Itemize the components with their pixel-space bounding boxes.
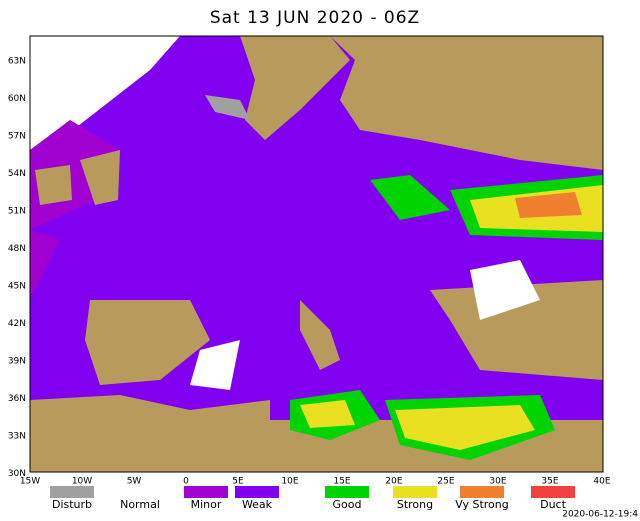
legend-label: Duct bbox=[540, 498, 566, 511]
lon-label: 30E bbox=[489, 477, 506, 487]
legend-label: Minor bbox=[191, 498, 222, 511]
lon-label: 25E bbox=[437, 477, 454, 487]
legend-swatch bbox=[325, 486, 369, 498]
lon-label: 10E bbox=[281, 477, 298, 487]
legend-swatch bbox=[118, 486, 162, 498]
legend-label: Good bbox=[333, 498, 362, 511]
legend-swatch bbox=[184, 486, 228, 498]
legend-swatch bbox=[531, 486, 575, 498]
lon-label: 20E bbox=[385, 477, 402, 487]
legend-label: Vy Strong bbox=[455, 498, 509, 511]
lat-label: 33N bbox=[8, 432, 26, 442]
timestamp: 2020-06-12-19:4 bbox=[562, 510, 638, 520]
lat-label: 51N bbox=[8, 207, 26, 217]
lon-label: 10W bbox=[72, 477, 92, 487]
lat-label: 60N bbox=[8, 94, 26, 104]
lat-labels: 63N 60N 57N 54N 51N 48N 45N 42N 39N 36N 33N 30N bbox=[8, 57, 26, 480]
lat-label: 63N bbox=[8, 57, 26, 67]
chart-title: Sat 13 JUN 2020 - 06Z bbox=[210, 8, 420, 28]
legend-label: Strong bbox=[397, 498, 433, 511]
legend-swatch bbox=[393, 486, 437, 498]
lat-label: 54N bbox=[8, 169, 26, 179]
legend: Disturb Normal Minor Weak Good Strong Vy Stron… bbox=[50, 486, 575, 511]
legend-label: Disturb bbox=[52, 498, 92, 511]
lat-label: 36N bbox=[8, 394, 26, 404]
lat-label: 48N bbox=[8, 244, 26, 254]
lon-label: 5W bbox=[127, 477, 142, 487]
legend-swatch bbox=[50, 486, 94, 498]
map bbox=[29, 35, 604, 473]
lon-label: 15E bbox=[333, 477, 350, 487]
legend-swatch bbox=[460, 486, 504, 498]
lon-label: 5E bbox=[232, 477, 244, 487]
legend-label: Weak bbox=[242, 498, 273, 511]
lon-label: 0 bbox=[183, 477, 189, 487]
lat-label: 30N bbox=[8, 469, 26, 479]
lat-label: 57N bbox=[8, 132, 26, 142]
lat-label: 45N bbox=[8, 282, 26, 292]
lon-labels: 15W 10W 5W 0 5E 10E 15E 20E 25E 30E 35E 40E bbox=[20, 477, 611, 487]
legend-label: Normal bbox=[120, 498, 160, 511]
lat-label: 42N bbox=[8, 319, 26, 329]
lon-label: 15W bbox=[20, 477, 40, 487]
legend-swatch bbox=[235, 486, 279, 498]
lat-label: 39N bbox=[8, 357, 26, 367]
lon-label: 40E bbox=[593, 477, 610, 487]
lon-label: 35E bbox=[541, 477, 558, 487]
